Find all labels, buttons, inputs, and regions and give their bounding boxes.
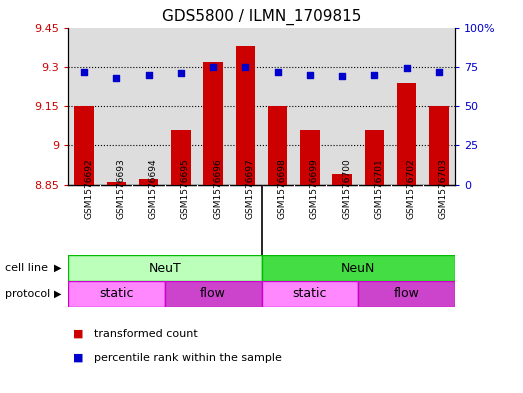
Text: flow: flow bbox=[394, 287, 419, 300]
Text: GSM1576695: GSM1576695 bbox=[181, 158, 190, 219]
Point bbox=[80, 68, 88, 75]
Text: ■: ■ bbox=[73, 353, 84, 363]
Text: GSM1576696: GSM1576696 bbox=[213, 158, 222, 219]
Text: NeuN: NeuN bbox=[341, 262, 376, 275]
Point bbox=[370, 72, 379, 78]
Text: GSM1576702: GSM1576702 bbox=[407, 158, 416, 219]
Bar bbox=[165, 281, 262, 307]
Text: GSM1576703: GSM1576703 bbox=[439, 158, 448, 219]
Title: GDS5800 / ILMN_1709815: GDS5800 / ILMN_1709815 bbox=[162, 9, 361, 25]
Text: GSM1576698: GSM1576698 bbox=[278, 158, 287, 219]
Point bbox=[274, 68, 282, 75]
Bar bbox=[68, 281, 165, 307]
Text: static: static bbox=[99, 287, 133, 300]
Bar bbox=[268, 106, 287, 185]
Text: static: static bbox=[293, 287, 327, 300]
Point bbox=[209, 64, 218, 70]
Text: GSM1576692: GSM1576692 bbox=[84, 158, 93, 219]
Point bbox=[305, 72, 314, 78]
Bar bbox=[171, 130, 190, 185]
Bar bbox=[397, 83, 416, 185]
Bar bbox=[139, 180, 158, 185]
Point bbox=[338, 73, 346, 79]
Text: GSM1576693: GSM1576693 bbox=[116, 158, 126, 219]
Text: GSM1576701: GSM1576701 bbox=[374, 158, 383, 219]
Text: GSM1576699: GSM1576699 bbox=[310, 158, 319, 219]
Bar bbox=[333, 174, 352, 185]
Point bbox=[112, 75, 120, 81]
Text: ▶: ▶ bbox=[54, 289, 61, 299]
Text: ■: ■ bbox=[73, 329, 84, 339]
Text: protocol: protocol bbox=[5, 289, 51, 299]
Bar bbox=[74, 106, 94, 185]
Bar bbox=[365, 130, 384, 185]
Point bbox=[403, 65, 411, 72]
Text: GSM1576694: GSM1576694 bbox=[149, 158, 157, 219]
Bar bbox=[236, 46, 255, 185]
Bar bbox=[358, 281, 455, 307]
Point bbox=[435, 68, 443, 75]
Text: cell line: cell line bbox=[5, 263, 48, 273]
Text: GSM1576700: GSM1576700 bbox=[342, 158, 351, 219]
Text: percentile rank within the sample: percentile rank within the sample bbox=[94, 353, 282, 363]
Text: NeuT: NeuT bbox=[149, 262, 181, 275]
Point bbox=[177, 70, 185, 76]
Bar bbox=[300, 130, 320, 185]
Bar bbox=[429, 106, 449, 185]
Bar bbox=[262, 281, 358, 307]
Text: GSM1576697: GSM1576697 bbox=[245, 158, 254, 219]
Text: flow: flow bbox=[200, 287, 226, 300]
Point bbox=[241, 64, 249, 70]
Bar bbox=[262, 255, 455, 281]
Point bbox=[144, 72, 153, 78]
Text: transformed count: transformed count bbox=[94, 329, 198, 339]
Bar bbox=[107, 182, 126, 185]
Text: ▶: ▶ bbox=[54, 263, 61, 273]
Bar bbox=[203, 62, 223, 185]
Bar bbox=[68, 255, 262, 281]
